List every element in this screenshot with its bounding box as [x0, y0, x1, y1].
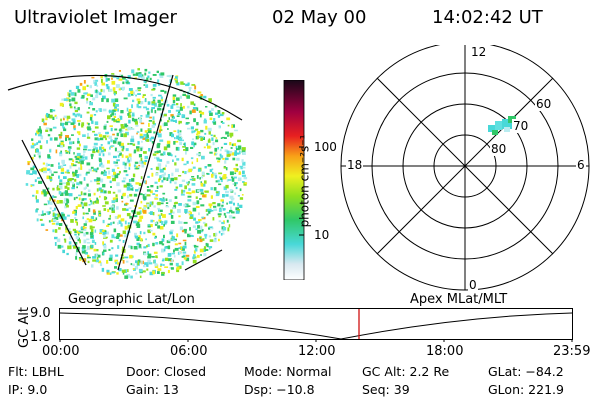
colorbar-unit-label: photon cm⁻²s⁻¹	[297, 134, 312, 228]
colorbar	[283, 80, 305, 280]
mlt-label-6: 6	[576, 158, 586, 172]
status-dsp: Dsp: −10.8	[244, 382, 315, 397]
status-glon: GLon: 221.9	[488, 382, 564, 397]
colorbar-tick-100-label: 100	[314, 140, 337, 154]
status-filter: Flt: LBHL	[8, 364, 64, 379]
time-tick-1800: 18:00	[426, 344, 464, 359]
grid-meridian	[117, 74, 174, 271]
time-label: 14:02:42 UT	[432, 7, 543, 28]
lat-label-70: 70	[512, 119, 530, 133]
time-tick-0000: 00:00	[42, 344, 80, 359]
grid-arc	[7, 74, 243, 121]
status-gain: Gain: 13	[126, 382, 179, 397]
colorbar-tick-10-label: 10	[314, 228, 330, 242]
apex-title: Apex MLat/MLT	[410, 292, 508, 307]
polar-plot	[340, 45, 590, 291]
mlt-label-18: 18	[346, 158, 364, 172]
altitude-timeline	[59, 308, 573, 342]
grid-meridian	[184, 249, 223, 271]
time-tick-0600: 06:00	[170, 344, 208, 359]
time-tick-2359: 23:59	[553, 344, 591, 359]
status-mode: Mode: Normal	[244, 364, 332, 379]
date-label: 02 May 00	[272, 7, 367, 28]
geographic-title: Geographic Lat/Lon	[68, 292, 195, 307]
status-gc-alt: GC Alt: 2.2 Re	[362, 364, 450, 379]
lat-label-60: 60	[535, 97, 553, 111]
instrument-title: Ultraviolet Imager	[14, 7, 177, 28]
status-seq: Seq: 39	[362, 382, 410, 397]
status-glat: GLat: −84.2	[488, 364, 564, 379]
mlt-label-12: 12	[470, 45, 488, 59]
auroral-emission-map	[25, 68, 248, 279]
grid-meridian	[21, 139, 87, 266]
time-tick-1200: 12:00	[298, 344, 336, 359]
altitude-curve	[59, 312, 573, 340]
mlt-label-0: 0	[468, 278, 478, 292]
gc-alt-tick-top: 9.0	[30, 306, 51, 321]
gc-alt-tick-bottom: 1.8	[30, 330, 51, 345]
lat-label-80: 80	[490, 142, 508, 156]
status-door: Door: Closed	[126, 364, 207, 379]
status-ip: IP: 9.0	[8, 382, 48, 397]
geographic-image	[7, 68, 248, 279]
